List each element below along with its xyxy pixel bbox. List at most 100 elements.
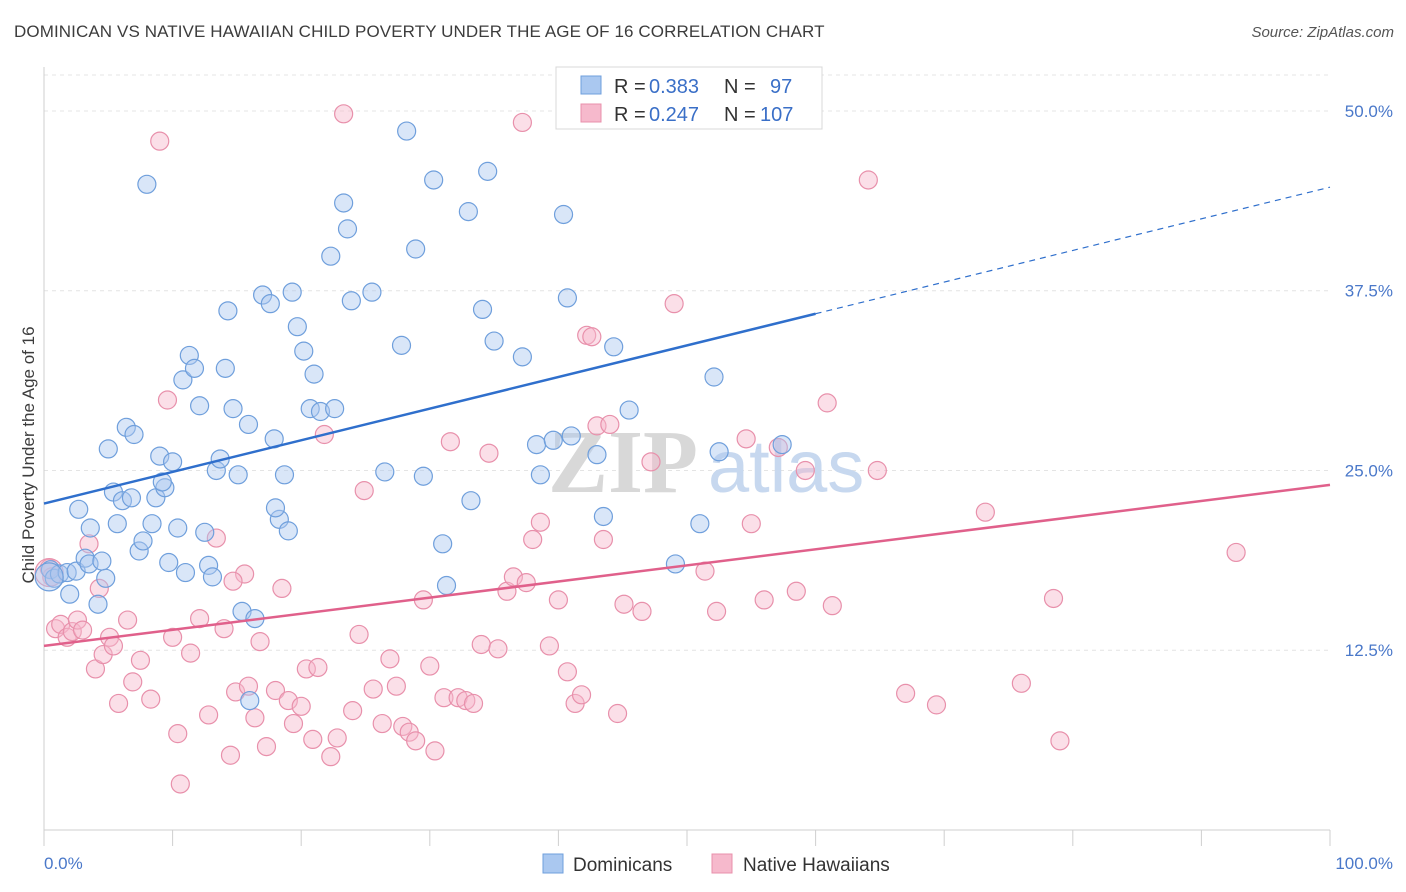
point-dominican xyxy=(561,426,581,446)
legend-r-value-dominicans: 0.383 xyxy=(649,76,699,98)
point-native-hawaiian xyxy=(571,685,592,705)
point-native-hawaiian xyxy=(199,705,219,725)
point-dominican xyxy=(282,282,302,302)
point-native-hawaiian xyxy=(548,590,569,610)
point-native-hawaiian xyxy=(220,745,241,765)
trend-lines xyxy=(43,186,1331,648)
chart-title: DOMINICAN VS NATIVE HAWAIIAN CHILD POVER… xyxy=(14,22,825,41)
point-native-hawaiian xyxy=(614,594,634,614)
point-dominican xyxy=(199,555,219,575)
point-dominican xyxy=(96,568,116,588)
point-dominican xyxy=(587,445,607,465)
point-dominican xyxy=(321,246,341,266)
point-dominican xyxy=(116,417,136,437)
legend-item-hawaiians: Native Hawaiians xyxy=(743,855,890,876)
point-dominican xyxy=(543,430,563,450)
point-dominican xyxy=(265,498,286,518)
point-native-hawaiian xyxy=(434,688,454,708)
point-dominican xyxy=(604,337,624,357)
legend-swatch-dominicans xyxy=(580,75,602,95)
point-dominican xyxy=(704,367,724,387)
point-native-hawaiian xyxy=(265,680,286,701)
point-dominican xyxy=(129,541,149,561)
point-native-hawaiian xyxy=(425,741,445,761)
legend-n-label: N = xyxy=(724,76,756,98)
point-dominican xyxy=(472,299,493,320)
point-dominican xyxy=(362,282,382,302)
point-dominican xyxy=(413,466,433,486)
point-native-hawaiian xyxy=(456,690,476,711)
y-tick-label: 37.5% xyxy=(1345,282,1393,301)
trend-line-dominicans-extension xyxy=(815,186,1331,315)
point-native-hawaiian xyxy=(1226,542,1246,563)
point-dominican xyxy=(304,364,324,384)
point-dominican xyxy=(175,562,196,583)
point-dominican xyxy=(184,358,205,378)
point-dominican xyxy=(294,341,314,361)
point-native-hawaiian xyxy=(245,708,265,728)
point-native-hawaiian xyxy=(471,634,491,655)
point-dominican xyxy=(406,239,426,259)
point-dominican xyxy=(215,358,235,378)
point-native-hawaiian xyxy=(754,590,774,610)
point-native-hawaiian xyxy=(283,713,304,734)
point-native-hawaiian xyxy=(512,112,532,133)
point-native-hawaiian xyxy=(975,502,995,522)
point-dominican xyxy=(341,291,361,311)
point-native-hawaiian xyxy=(327,728,347,748)
point-native-hawaiian xyxy=(632,601,652,622)
point-dominican xyxy=(124,424,144,445)
point-dominican xyxy=(461,491,481,511)
point-dominican xyxy=(152,472,172,492)
point-native-hawaiian xyxy=(168,724,188,744)
watermark-atlas: atlas xyxy=(708,425,864,508)
point-native-hawaiian xyxy=(380,649,400,669)
point-native-hawaiian xyxy=(334,104,354,124)
point-native-hawaiian xyxy=(291,696,311,716)
point-native-hawaiian xyxy=(349,624,369,645)
point-native-hawaiian xyxy=(363,679,383,699)
point-dominican xyxy=(512,347,532,367)
legend-item-dominicans: Dominicans xyxy=(573,855,672,876)
source-label: Source: ZipAtlas.com xyxy=(1251,24,1394,41)
legend-n-value-dominicans: 97 xyxy=(770,76,792,98)
point-dominican xyxy=(69,499,89,519)
x-tick-label: 0.0% xyxy=(44,854,83,873)
point-native-hawaiian xyxy=(440,432,460,452)
point-native-hawaiian xyxy=(557,662,578,682)
point-native-hawaiian xyxy=(103,636,124,656)
point-native-hawaiian xyxy=(582,327,602,347)
point-dominican xyxy=(195,522,215,542)
point-native-hawaiian xyxy=(130,650,151,670)
point-native-hawaiian xyxy=(736,429,756,449)
point-native-hawaiian xyxy=(516,573,536,593)
point-native-hawaiian xyxy=(141,689,161,709)
y-tick-label: 25.0% xyxy=(1345,461,1393,480)
point-dominican xyxy=(274,465,295,485)
point-native-hawaiian xyxy=(593,529,614,550)
point-dominican xyxy=(98,439,118,459)
point-dominican xyxy=(88,594,108,614)
point-dominican xyxy=(218,301,238,321)
point-dominican xyxy=(223,399,243,419)
point-dominican xyxy=(433,534,453,554)
point-dominican xyxy=(142,514,162,534)
y-axis-label: Child Poverty Under the Age of 16 xyxy=(19,326,38,583)
point-dominican xyxy=(260,294,280,314)
point-dominican xyxy=(80,518,100,538)
point-native-hawaiian xyxy=(150,131,170,151)
point-native-hawaiian xyxy=(72,620,93,640)
legend-r-label: R = xyxy=(614,104,646,126)
point-dominican xyxy=(709,442,729,462)
point-dominican xyxy=(49,564,70,584)
point-native-hawaiian xyxy=(795,460,815,481)
point-native-hawaiian xyxy=(108,693,129,714)
point-native-hawaiian xyxy=(600,414,620,435)
point-native-hawaiian xyxy=(250,632,270,652)
point-native-hawaiian xyxy=(607,703,628,724)
series-dominicans-points xyxy=(34,121,792,711)
tick-labels: 12.5% 25.0% 37.5% 50.0% 0.0% 100.0% xyxy=(44,102,1393,873)
point-native-hawaiian xyxy=(62,621,82,642)
point-native-hawaiian xyxy=(223,571,243,591)
point-native-hawaiian xyxy=(867,460,887,481)
